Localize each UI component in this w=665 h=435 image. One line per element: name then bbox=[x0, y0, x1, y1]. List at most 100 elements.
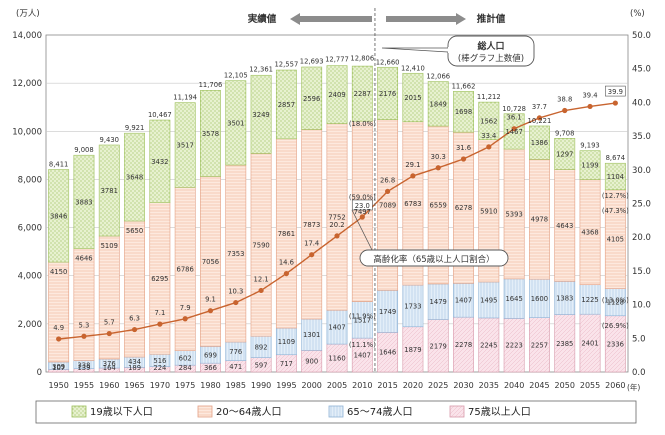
bar-1960-seg2 bbox=[98, 235, 120, 360]
x-tick-1970: 1970 bbox=[150, 381, 170, 390]
total-label-2005: 12,777 bbox=[325, 55, 349, 63]
aging-rate-point-2060 bbox=[612, 100, 618, 106]
right-arrow-icon bbox=[386, 13, 466, 25]
value-label-2035-seg1: 1495 bbox=[480, 296, 497, 304]
value-label-1975-seg3: 3517 bbox=[177, 141, 194, 149]
value-label-2005-seg0: 1160 bbox=[328, 355, 345, 363]
value-label-1990-seg0: 597 bbox=[255, 361, 268, 369]
value-label-2010-seg3: 2287 bbox=[354, 90, 371, 98]
pct-label-2010: (59.0%) bbox=[349, 194, 376, 202]
aging-rate-line bbox=[56, 85, 626, 342]
value-label-1990-seg2: 7590 bbox=[252, 241, 269, 249]
value-label-1960-seg1: 376 bbox=[103, 360, 116, 368]
callout-rate: 高齢化率（65歳以上人口割合） bbox=[373, 254, 494, 265]
aging-rate-point-1950 bbox=[56, 336, 62, 342]
value-label-2060-seg1: 1128 bbox=[607, 299, 624, 307]
value-label-2030-seg0: 2278 bbox=[455, 341, 472, 349]
bar-2035-seg3 bbox=[478, 101, 500, 141]
value-label-2035-seg3: 1562 bbox=[480, 117, 497, 125]
value-label-1985-seg3: 3501 bbox=[227, 119, 244, 127]
aging-rate-point-2025 bbox=[435, 165, 441, 171]
value-label-2060-seg3: 1104 bbox=[607, 173, 624, 181]
pct-label-2010: (18.0%) bbox=[349, 120, 376, 128]
value-label-2020-seg3: 2015 bbox=[404, 94, 421, 102]
value-label-2025-seg2: 6559 bbox=[430, 202, 447, 210]
y-tick-right: 0.0 bbox=[632, 368, 646, 378]
pct-label-2010: (11.9%) bbox=[349, 313, 376, 321]
rate-label-2005: 20.2 bbox=[329, 221, 344, 229]
value-label-2015-seg2: 7089 bbox=[379, 201, 396, 209]
aging-rate-point-2055 bbox=[587, 103, 593, 110]
legend-swatch-2 bbox=[328, 405, 344, 418]
x-tick-2055: 2055 bbox=[580, 381, 600, 390]
total-label-1990: 12,361 bbox=[249, 65, 273, 73]
pct-label-2010: (11.1%) bbox=[349, 341, 376, 349]
bar-1955-seg2 bbox=[73, 248, 95, 361]
total-label-1995: 12,557 bbox=[274, 61, 298, 69]
y-tick-right: 45.0 bbox=[632, 65, 651, 75]
rate-label-2055: 39.4 bbox=[582, 91, 597, 99]
total-label-2015: 12,660 bbox=[376, 58, 400, 66]
value-label-1980-seg2: 7056 bbox=[202, 258, 219, 266]
y-tick-left: 0 bbox=[37, 368, 42, 378]
value-label-1995-seg1: 1109 bbox=[278, 338, 295, 346]
value-label-2055-seg0: 2401 bbox=[581, 340, 598, 348]
total-label-1980: 11,706 bbox=[199, 81, 223, 89]
value-label-2000-seg3: 2596 bbox=[303, 95, 320, 103]
total-label-1955: 9,008 bbox=[74, 146, 93, 154]
value-label-1965-seg3: 3648 bbox=[126, 174, 143, 182]
value-label-2030-seg2: 6278 bbox=[455, 204, 472, 212]
x-tick-1985: 1985 bbox=[226, 381, 246, 390]
rate-box-2010 bbox=[352, 199, 373, 211]
total-label-1970: 10,467 bbox=[148, 111, 172, 119]
bar-2030-seg3 bbox=[453, 91, 474, 133]
y-tick-right: 50.0 bbox=[632, 31, 651, 41]
value-label-2015-seg3: 2176 bbox=[379, 90, 396, 98]
bar-1965-seg3 bbox=[124, 132, 145, 222]
bar-2060-seg3 bbox=[604, 162, 626, 191]
aging-rate-point-1995 bbox=[283, 270, 289, 277]
x-tick-2025: 2025 bbox=[428, 381, 448, 390]
rate-label-1980: 9.1 bbox=[205, 296, 216, 304]
aging-rate-point-1955 bbox=[81, 333, 87, 339]
aging-rate-point-2035 bbox=[486, 144, 492, 150]
y-tick-left: 4,000 bbox=[18, 272, 42, 282]
callout-total-line1: 総人口 bbox=[477, 40, 504, 52]
x-tick-1980: 1980 bbox=[200, 381, 220, 390]
rate-label-1955: 5.3 bbox=[79, 321, 90, 329]
value-label-1980-seg1: 699 bbox=[204, 351, 217, 359]
value-label-1975-seg0: 284 bbox=[179, 364, 192, 372]
rate-label-2020: 29.1 bbox=[405, 161, 420, 169]
legend-swatch-0 bbox=[71, 405, 87, 418]
value-label-2055-seg2: 4368 bbox=[581, 229, 598, 237]
value-label-1990-seg1: 892 bbox=[255, 343, 268, 351]
x-tick-1950: 1950 bbox=[48, 381, 68, 390]
value-label-2025-seg1: 1479 bbox=[430, 298, 447, 306]
x-tick-2010: 2010 bbox=[352, 381, 372, 390]
bar-2055-seg3 bbox=[579, 150, 601, 180]
y-tick-right: 30.0 bbox=[632, 166, 651, 176]
legend: 19歳以下人口 20～64歳人口 65～74歳人口 75歳以上人口 bbox=[35, 400, 637, 424]
bar-1990-seg3 bbox=[250, 74, 272, 154]
axes: 0 2,000 4,000 6,000 8,000 10,000 12,000 14,000 0… bbox=[12, 9, 651, 392]
value-label-2000-seg2: 7873 bbox=[303, 221, 320, 229]
value-label-2040-seg3: 1467 bbox=[505, 128, 522, 136]
value-label-2045-seg3: 1386 bbox=[531, 139, 548, 147]
value-label-1955-seg1: 338 bbox=[77, 362, 90, 370]
y-axis-label-left: (万人) bbox=[16, 9, 40, 19]
value-label-2020-seg0: 1879 bbox=[404, 346, 421, 354]
x-tick-1995: 1995 bbox=[276, 381, 296, 390]
left-arrow-icon bbox=[290, 13, 372, 25]
rate-label-1970: 7.1 bbox=[154, 309, 165, 317]
bar-2015-seg3 bbox=[377, 66, 399, 120]
x-tick-1975: 1975 bbox=[175, 381, 195, 390]
bar-1980-seg3 bbox=[200, 90, 221, 177]
value-label-2060-seg2: 4105 bbox=[607, 236, 624, 244]
bar-1960-seg3 bbox=[98, 144, 120, 237]
aging-rate-point-1960 bbox=[106, 330, 112, 337]
pct-label-2060: (26.9%) bbox=[602, 322, 629, 330]
bar-1985-seg3 bbox=[225, 80, 247, 166]
bar-2050-seg3 bbox=[554, 138, 576, 170]
